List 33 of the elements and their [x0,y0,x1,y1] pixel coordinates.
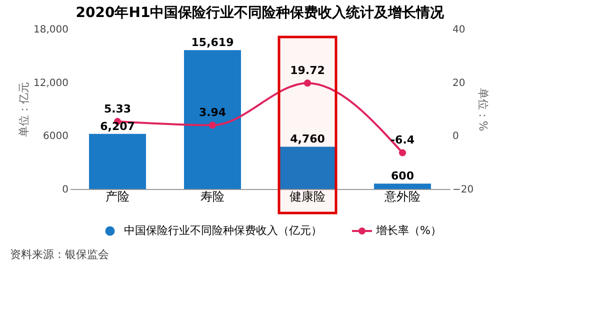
data-label: 19.72 [290,64,325,78]
bar [89,134,146,189]
y2-tick-label: 20 [452,78,466,89]
point [304,80,312,87]
bar [184,50,241,189]
x-tick-label: 意外险 [384,190,420,204]
y-tick-label: 18,000 [34,24,68,36]
text: 资料来源：银保监会 [10,248,109,261]
data-label: 4,760 [290,132,326,146]
x-tick-label: 寿险 [200,190,224,204]
point [398,149,406,156]
y2-tick-label: 0 [452,131,459,142]
data-label: -6.4 [390,134,415,147]
x-tick-label: 产险 [106,190,130,204]
y2-tick-label: −20 [452,184,474,196]
bar [279,146,336,189]
legend-label: 增长率（%） [375,224,442,237]
data-label: 6,207 [100,120,135,133]
data-label: 3.94 [198,106,226,120]
y2-tick-label: 40 [452,24,466,36]
x-tick-label: 健康险 [290,190,326,204]
bar [374,184,431,189]
y-tick-label: 12,000 [34,78,68,89]
y-tick-label: 6000 [43,131,68,142]
y-tick-label: 0 [62,184,68,196]
data-label: 600 [391,170,414,183]
y-axis-title: 单位：亿元 [18,82,31,137]
data-label: 15,619 [191,36,234,50]
chart-title: 2020年H1中国保险行业不同险种保费收入统计及增长情况 [76,4,446,21]
legend-label: 中国保险行业不同险种保费收入（亿元） [124,224,322,237]
y2-axis-title: 单位：% [476,88,490,132]
data-label: 5.33 [104,102,132,116]
point [208,122,216,129]
